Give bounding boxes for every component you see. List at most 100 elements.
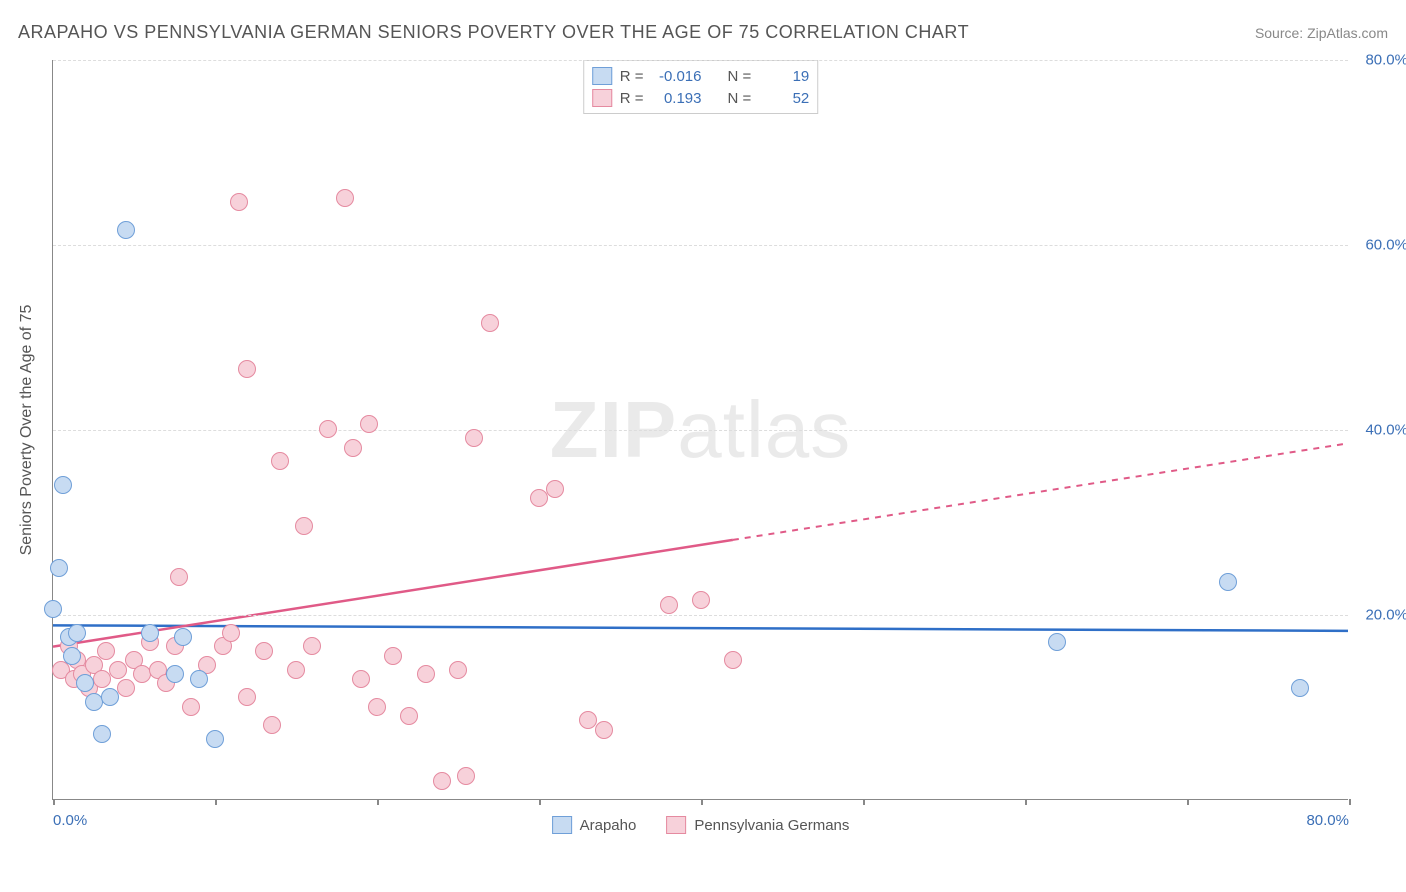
y-tick-label: 60.0% [1353, 237, 1406, 254]
trend-line-dashed [733, 443, 1348, 540]
penn-point [238, 688, 256, 706]
arapaho-point [1048, 633, 1066, 651]
penn-point [433, 772, 451, 790]
penn-point [344, 439, 362, 457]
y-tick-label: 80.0% [1353, 52, 1406, 69]
x-tick-label: 80.0% [1306, 812, 1349, 829]
arapaho-point [141, 624, 159, 642]
arapaho-point [166, 665, 184, 683]
penn-point [303, 637, 321, 655]
penn-point [724, 651, 742, 669]
penn-point [352, 670, 370, 688]
arapaho-point [190, 670, 208, 688]
watermark-zip: ZIP [550, 385, 677, 474]
penn-point [417, 665, 435, 683]
n-label: N = [728, 68, 752, 85]
penn-point [692, 591, 710, 609]
arapaho-point [1219, 573, 1237, 591]
chart-header: ARAPAHO VS PENNSYLVANIA GERMAN SENIORS P… [18, 22, 1388, 43]
grid-line [53, 430, 1348, 431]
penn-point [263, 716, 281, 734]
grid-line [53, 245, 1348, 246]
penn-legend-label: Pennsylvania Germans [694, 817, 849, 834]
penn-point [117, 679, 135, 697]
arapaho-point [63, 647, 81, 665]
penn-point [295, 517, 313, 535]
x-tick-mark [701, 799, 703, 805]
y-tick-label: 40.0% [1353, 422, 1406, 439]
penn-point [546, 480, 564, 498]
penn-point [93, 670, 111, 688]
penn-point [400, 707, 418, 725]
chart-plot-area: ZIPatlas R = -0.016 N = 19 R = 0.193 N =… [52, 60, 1348, 800]
r-label: R = [620, 68, 644, 85]
penn-point [360, 415, 378, 433]
penn-point [465, 429, 483, 447]
arapaho-point [101, 688, 119, 706]
legend-item-penn: Pennsylvania Germans [666, 816, 849, 834]
legend-stats-row-arapaho: R = -0.016 N = 19 [592, 65, 810, 87]
penn-point [457, 767, 475, 785]
trend-line-solid [53, 625, 1348, 631]
x-tick-mark [215, 799, 217, 805]
arapaho-point [117, 221, 135, 239]
penn-point [384, 647, 402, 665]
x-tick-label: 0.0% [53, 812, 87, 829]
penn-point [182, 698, 200, 716]
penn-point [579, 711, 597, 729]
penn-point [109, 661, 127, 679]
penn-point [222, 624, 240, 642]
y-axis-label: Seniors Poverty Over the Age of 75 [18, 305, 36, 556]
penn-r-value: 0.193 [652, 90, 702, 107]
arapaho-swatch-icon [592, 67, 612, 85]
watermark-atlas: atlas [677, 385, 851, 474]
legend-stats-row-penn: R = 0.193 N = 52 [592, 87, 810, 109]
grid-line [53, 615, 1348, 616]
arapaho-point [174, 628, 192, 646]
arapaho-swatch-icon [552, 816, 572, 834]
penn-point [336, 189, 354, 207]
penn-point [97, 642, 115, 660]
n-label: N = [728, 90, 752, 107]
penn-point [271, 452, 289, 470]
arapaho-r-value: -0.016 [652, 68, 702, 85]
arapaho-point [54, 476, 72, 494]
y-tick-label: 20.0% [1353, 607, 1406, 624]
penn-point [238, 360, 256, 378]
arapaho-point [44, 600, 62, 618]
arapaho-point [206, 730, 224, 748]
grid-line [53, 60, 1348, 61]
penn-point [530, 489, 548, 507]
x-tick-mark [1349, 799, 1351, 805]
chart-title: ARAPAHO VS PENNSYLVANIA GERMAN SENIORS P… [18, 22, 969, 43]
arapaho-point [76, 674, 94, 692]
penn-point [170, 568, 188, 586]
penn-swatch-icon [666, 816, 686, 834]
penn-point [660, 596, 678, 614]
penn-n-value: 52 [759, 90, 809, 107]
x-tick-mark [1025, 799, 1027, 805]
penn-point [287, 661, 305, 679]
penn-point [481, 314, 499, 332]
penn-point [368, 698, 386, 716]
source-attribution: Source: ZipAtlas.com [1255, 25, 1388, 41]
x-tick-mark [539, 799, 541, 805]
x-tick-mark [377, 799, 379, 805]
arapaho-legend-label: Arapaho [580, 817, 637, 834]
arapaho-point [68, 624, 86, 642]
legend-stats-box: R = -0.016 N = 19 R = 0.193 N = 52 [583, 60, 819, 114]
penn-point [319, 420, 337, 438]
r-label: R = [620, 90, 644, 107]
arapaho-point [1291, 679, 1309, 697]
x-tick-mark [863, 799, 865, 805]
penn-point [595, 721, 613, 739]
legend-bottom: Arapaho Pennsylvania Germans [552, 816, 850, 834]
penn-point [230, 193, 248, 211]
legend-item-arapaho: Arapaho [552, 816, 637, 834]
arapaho-point [50, 559, 68, 577]
penn-point [255, 642, 273, 660]
arapaho-n-value: 19 [759, 68, 809, 85]
arapaho-point [93, 725, 111, 743]
x-tick-mark [53, 799, 55, 805]
x-tick-mark [1187, 799, 1189, 805]
